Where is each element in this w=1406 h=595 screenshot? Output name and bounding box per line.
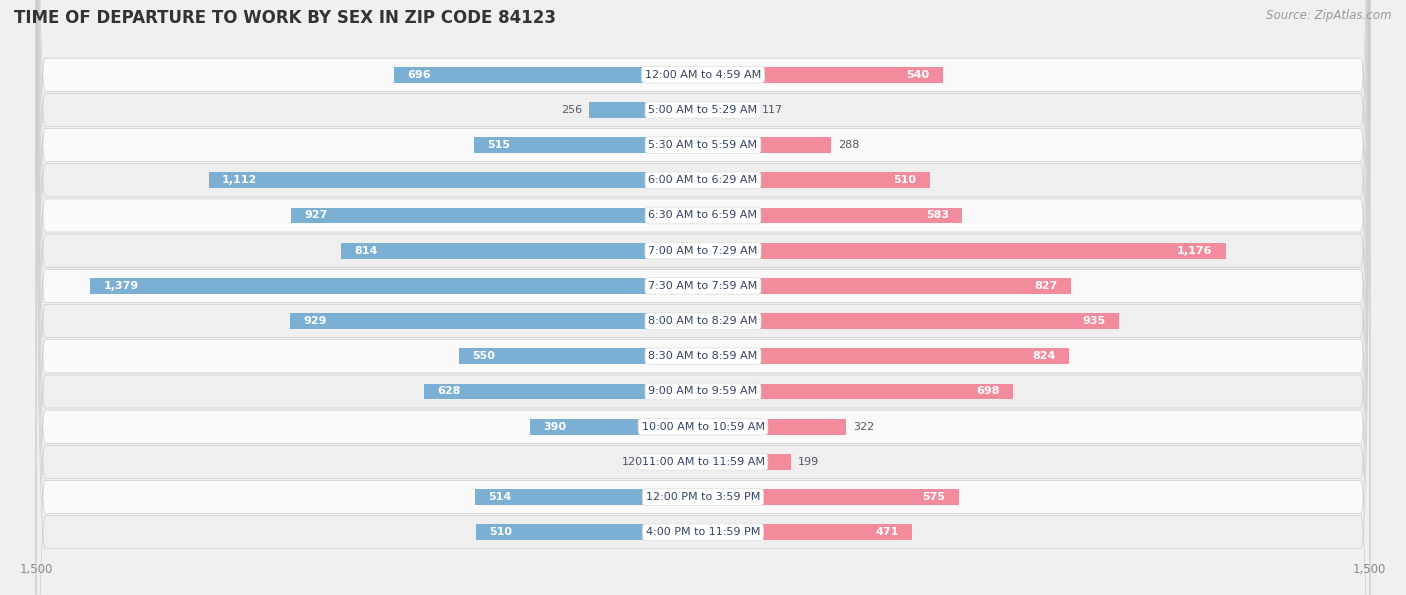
Text: 927: 927 — [304, 211, 328, 221]
Text: 515: 515 — [488, 140, 510, 150]
Text: 199: 199 — [799, 457, 820, 467]
Text: 698: 698 — [976, 386, 1000, 396]
Text: 288: 288 — [838, 140, 859, 150]
Bar — [703, 489, 959, 505]
Bar — [90, 278, 703, 294]
Text: 390: 390 — [543, 422, 567, 431]
Text: 12:00 AM to 4:59 AM: 12:00 AM to 4:59 AM — [645, 70, 761, 80]
Bar — [703, 102, 755, 118]
Text: 6:00 AM to 6:29 AM: 6:00 AM to 6:29 AM — [648, 176, 758, 185]
FancyBboxPatch shape — [37, 0, 1369, 595]
FancyBboxPatch shape — [37, 0, 1369, 595]
Bar — [589, 102, 703, 118]
Text: 935: 935 — [1083, 316, 1105, 326]
Text: 9:00 AM to 9:59 AM: 9:00 AM to 9:59 AM — [648, 386, 758, 396]
Text: 550: 550 — [472, 351, 495, 361]
Text: 696: 696 — [406, 70, 430, 80]
FancyBboxPatch shape — [37, 0, 1369, 595]
Bar — [458, 348, 703, 364]
FancyBboxPatch shape — [37, 0, 1369, 595]
Text: 471: 471 — [876, 527, 898, 537]
Bar — [394, 67, 703, 83]
FancyBboxPatch shape — [37, 0, 1369, 595]
Text: 510: 510 — [489, 527, 513, 537]
Text: 7:30 AM to 7:59 AM: 7:30 AM to 7:59 AM — [648, 281, 758, 291]
FancyBboxPatch shape — [37, 0, 1369, 595]
Text: 120: 120 — [621, 457, 643, 467]
Bar — [650, 454, 703, 470]
Bar — [423, 384, 703, 399]
Text: 6:30 AM to 6:59 AM: 6:30 AM to 6:59 AM — [648, 211, 758, 221]
Text: 824: 824 — [1032, 351, 1056, 361]
Bar — [703, 348, 1069, 364]
Bar — [703, 173, 929, 188]
FancyBboxPatch shape — [37, 0, 1369, 595]
Legend: Male, Female: Male, Female — [640, 590, 766, 595]
Text: 8:00 AM to 8:29 AM: 8:00 AM to 8:29 AM — [648, 316, 758, 326]
Bar — [208, 173, 703, 188]
Bar — [475, 489, 703, 505]
Text: 540: 540 — [907, 70, 929, 80]
Bar — [703, 313, 1119, 329]
Text: 10:00 AM to 10:59 AM: 10:00 AM to 10:59 AM — [641, 422, 765, 431]
Text: 8:30 AM to 8:59 AM: 8:30 AM to 8:59 AM — [648, 351, 758, 361]
Text: 827: 827 — [1033, 281, 1057, 291]
Text: TIME OF DEPARTURE TO WORK BY SEX IN ZIP CODE 84123: TIME OF DEPARTURE TO WORK BY SEX IN ZIP … — [14, 9, 555, 27]
Text: 514: 514 — [488, 492, 512, 502]
Bar — [474, 137, 703, 153]
Text: 1,112: 1,112 — [222, 176, 257, 185]
Text: 814: 814 — [354, 246, 378, 256]
Text: 510: 510 — [893, 176, 917, 185]
Text: 12:00 PM to 3:59 PM: 12:00 PM to 3:59 PM — [645, 492, 761, 502]
FancyBboxPatch shape — [37, 0, 1369, 595]
Text: 1,176: 1,176 — [1177, 246, 1212, 256]
Text: 575: 575 — [922, 492, 945, 502]
Bar — [703, 454, 792, 470]
Bar — [703, 243, 1226, 259]
Text: 628: 628 — [437, 386, 461, 396]
Text: 4:00 PM to 11:59 PM: 4:00 PM to 11:59 PM — [645, 527, 761, 537]
Bar — [703, 137, 831, 153]
FancyBboxPatch shape — [37, 0, 1369, 595]
Bar — [291, 208, 703, 223]
Text: 322: 322 — [853, 422, 875, 431]
Bar — [342, 243, 703, 259]
Text: 256: 256 — [561, 105, 582, 115]
FancyBboxPatch shape — [37, 0, 1369, 595]
Bar — [703, 67, 943, 83]
Text: Source: ZipAtlas.com: Source: ZipAtlas.com — [1267, 9, 1392, 22]
Text: 929: 929 — [304, 316, 328, 326]
Text: 583: 583 — [925, 211, 949, 221]
Bar — [703, 524, 912, 540]
Bar — [290, 313, 703, 329]
Text: 5:30 AM to 5:59 AM: 5:30 AM to 5:59 AM — [648, 140, 758, 150]
Text: 1,379: 1,379 — [104, 281, 139, 291]
FancyBboxPatch shape — [37, 0, 1369, 595]
Text: 7:00 AM to 7:29 AM: 7:00 AM to 7:29 AM — [648, 246, 758, 256]
FancyBboxPatch shape — [37, 0, 1369, 595]
FancyBboxPatch shape — [37, 0, 1369, 595]
Text: 11:00 AM to 11:59 AM: 11:00 AM to 11:59 AM — [641, 457, 765, 467]
Text: 5:00 AM to 5:29 AM: 5:00 AM to 5:29 AM — [648, 105, 758, 115]
Text: 117: 117 — [762, 105, 783, 115]
Bar — [703, 384, 1014, 399]
Bar — [703, 419, 846, 434]
Bar — [477, 524, 703, 540]
Bar — [703, 278, 1070, 294]
Bar — [530, 419, 703, 434]
FancyBboxPatch shape — [37, 0, 1369, 595]
Bar — [703, 208, 962, 223]
